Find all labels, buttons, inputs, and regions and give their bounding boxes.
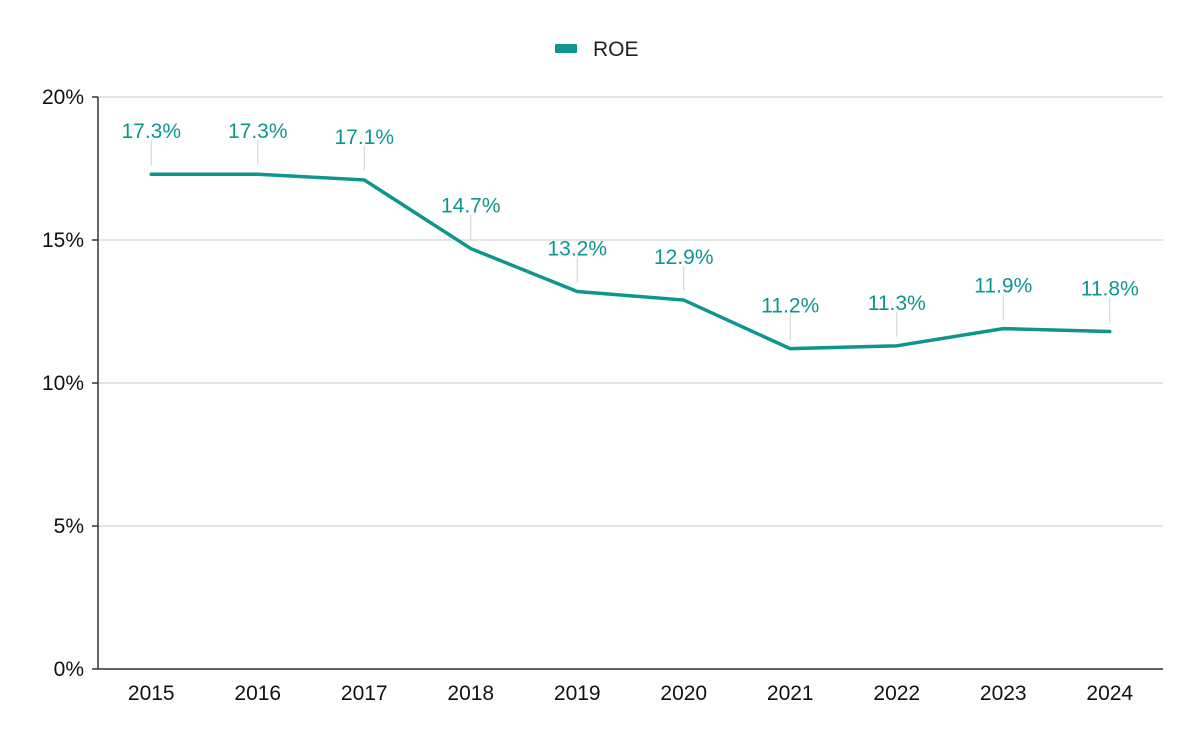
x-tick-label: 2015	[128, 682, 175, 705]
data-label: 12.9%	[654, 246, 714, 269]
y-tick-label: 10%	[42, 372, 84, 395]
data-label: 11.3%	[868, 292, 926, 315]
y-tick-label: 20%	[42, 86, 84, 109]
x-tick-label: 2019	[554, 682, 601, 705]
series-line-roe	[149, 172, 1112, 351]
y-tick-label: 0%	[54, 658, 84, 681]
data-label: 14.7%	[441, 195, 501, 218]
y-tick-label: 15%	[42, 229, 84, 252]
x-tick-label: 2023	[980, 682, 1027, 705]
data-label: 11.8%	[1081, 278, 1139, 301]
x-tick-label: 2017	[341, 682, 388, 705]
data-labels: 17.3% 17.3% 17.1% 14.7% 13.2% 12.9% 11.2% 11.3%…	[121, 120, 1138, 317]
data-label: 13.2%	[547, 237, 607, 260]
legend-swatch-roe	[555, 44, 577, 53]
data-label: 17.3%	[121, 120, 181, 143]
y-tick-label: 5%	[54, 515, 84, 538]
x-tick-label: 2021	[767, 682, 814, 705]
legend-label-roe: ROE	[593, 38, 639, 61]
x-tick-label: 2018	[447, 682, 494, 705]
series-lines	[149, 172, 1112, 351]
x-tick-label: 2022	[873, 682, 920, 705]
gridlines	[98, 96, 1163, 527]
data-label: 17.1%	[334, 126, 394, 149]
x-tick-label: 2020	[660, 682, 707, 705]
data-label-leaders	[150, 140, 1111, 340]
axes: 0% 5% 10% 15% 20% 2015 2016 2017 2018 2019 2020 202…	[42, 86, 1163, 705]
legend: ROE	[555, 38, 639, 61]
x-tick-label: 2016	[234, 682, 281, 705]
data-label: 17.3%	[228, 120, 288, 143]
data-label: 11.9%	[974, 275, 1032, 298]
x-tick-label: 2024	[1086, 682, 1133, 705]
data-label: 11.2%	[761, 295, 819, 318]
